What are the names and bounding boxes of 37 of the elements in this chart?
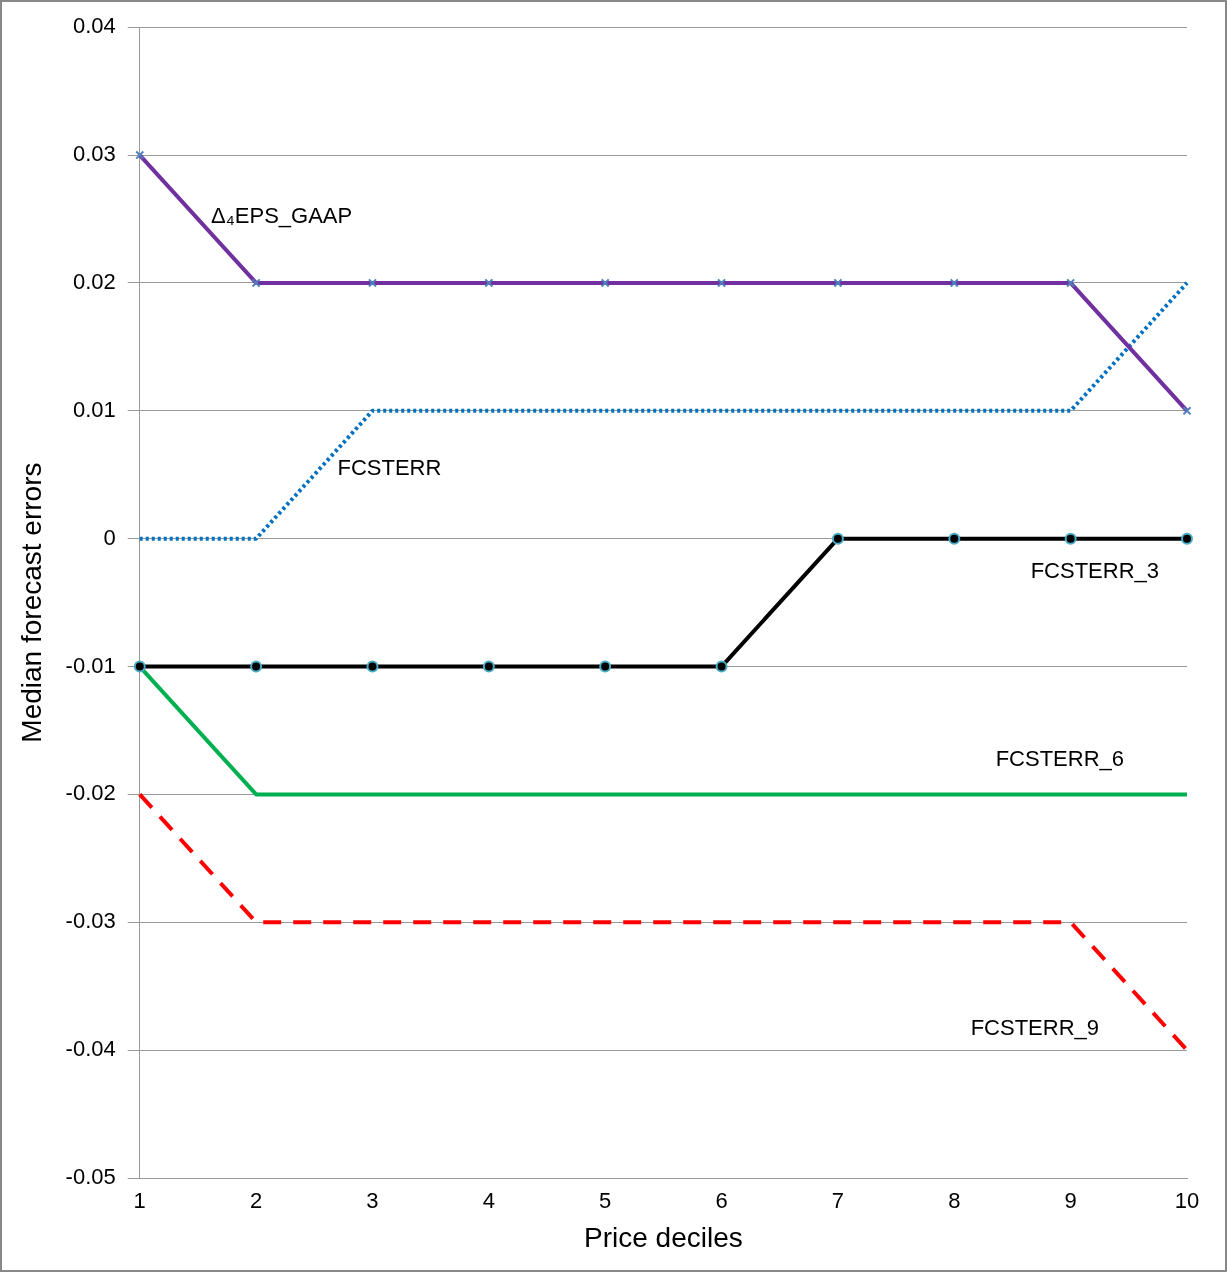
point: [1181, 532, 1193, 545]
y-tick-label: -0.03: [65, 908, 116, 934]
y-tick-label: -0.04: [65, 1036, 116, 1062]
y-axis-title: Median forecast errors: [15, 462, 47, 743]
series-label: FCSTERR_3: [1030, 557, 1159, 583]
series-label: FCSTERR_6: [995, 746, 1124, 772]
y-tick-label: 0.04: [72, 13, 116, 39]
x-tick-label: 9: [1064, 1188, 1077, 1214]
series-label: FCSTERR: [337, 454, 442, 480]
x-tick-label: 4: [482, 1188, 495, 1214]
point: [133, 660, 146, 673]
y-tick-label: -0.05: [65, 1164, 116, 1190]
x-tick-label: 6: [715, 1188, 728, 1214]
x-tick-label: 1: [133, 1188, 146, 1214]
point: [482, 660, 495, 673]
point: [250, 660, 263, 673]
y-tick-label: -0.02: [65, 780, 116, 806]
y-tick-label: -0.01: [65, 652, 116, 678]
x-tick-label: 3: [366, 1188, 379, 1214]
x-tick-label: 2: [249, 1188, 263, 1214]
x-tick-label: 8: [948, 1188, 961, 1214]
point: [1064, 532, 1077, 545]
point: [599, 660, 612, 673]
x-tick-label: 7: [831, 1188, 845, 1214]
y-tick-label: 0.03: [72, 141, 116, 167]
x-tick-label: 10: [1174, 1188, 1200, 1214]
series-label: FCSTERR_9: [970, 1015, 1099, 1041]
series-label: Δ₄EPS_GAAP: [211, 203, 353, 228]
x-axis-title: Price deciles: [584, 1221, 743, 1253]
y-tick-label: 0.02: [72, 269, 116, 294]
point: [715, 660, 728, 673]
y-tick-label: 0: [103, 524, 116, 550]
point: [831, 532, 844, 545]
y-tick-label: 0.01: [72, 396, 116, 422]
x-tick-label: 5: [599, 1188, 612, 1214]
point: [366, 660, 379, 673]
point: [948, 532, 961, 545]
